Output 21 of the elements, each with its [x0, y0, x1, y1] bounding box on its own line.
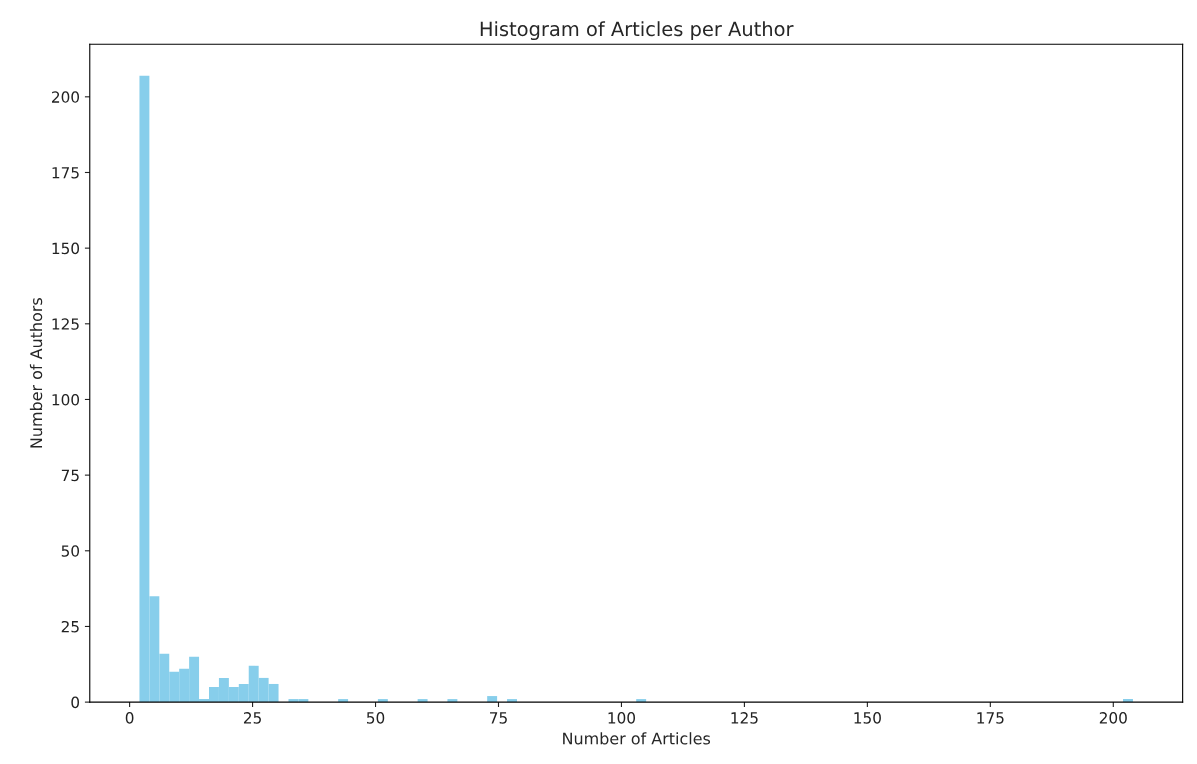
x-tick-label: 50 — [366, 712, 385, 724]
y-tick-label: 150 — [52, 242, 80, 255]
y-tick-label: 50 — [61, 545, 80, 557]
x-tick-label: 75 — [490, 712, 507, 724]
y-tick-label: 175 — [52, 167, 79, 179]
y-tick-label: 75 — [61, 469, 79, 482]
x-axis-title: Number of Articles — [563, 732, 711, 745]
x-tick-label: 125 — [731, 712, 758, 724]
x-tick-label: 25 — [243, 712, 261, 724]
x-tick-label: 100 — [608, 712, 636, 724]
y-tick-label: 100 — [52, 393, 80, 406]
x-tick-label: 150 — [854, 712, 881, 724]
y-tick-label: 25 — [61, 620, 79, 633]
y-tick-label: 125 — [52, 318, 79, 330]
chart-title: Histogram of Articles per Author — [480, 21, 794, 41]
x-tick-label: 0 — [125, 712, 134, 724]
y-tick-label: 200 — [52, 91, 80, 103]
x-tick-label: 175 — [977, 712, 1004, 724]
x-tick-label: 200 — [1099, 712, 1127, 724]
y-axis-title: Number of Authors — [29, 298, 43, 448]
y-tick-label: 0 — [71, 696, 80, 709]
